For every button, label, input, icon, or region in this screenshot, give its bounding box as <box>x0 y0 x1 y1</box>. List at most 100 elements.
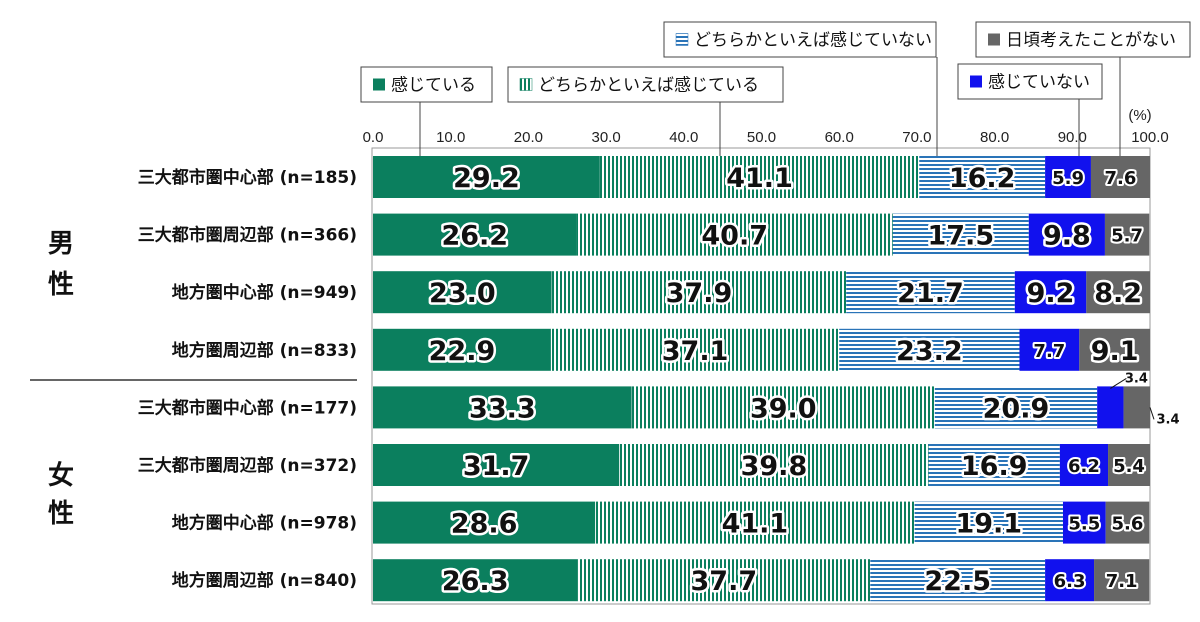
bar-segment <box>373 271 552 314</box>
bar-segment <box>846 271 1015 314</box>
data-label: 7.6 <box>1105 168 1137 189</box>
bar-segment <box>1045 559 1095 602</box>
data-label: 6.3 <box>1054 571 1086 592</box>
bar-segment <box>373 501 596 544</box>
bar-segment <box>1086 271 1150 314</box>
row-label: 三大都市圏中心部 (n=177) <box>138 397 357 418</box>
legend-item: 日頃考えたことがない <box>975 21 1191 157</box>
bar-segment <box>1123 386 1150 429</box>
data-label: 29.2 <box>453 163 520 194</box>
data-label: 5.9 <box>1052 168 1084 189</box>
legend-box <box>663 21 937 58</box>
data-label: 37.7 <box>691 566 758 597</box>
legend-label: 日頃考えたことがない <box>1006 31 1176 51</box>
x-tick-label: 30.0 <box>591 129 620 146</box>
legend-label: どちらかといえば感じている <box>538 76 759 96</box>
row-label: 地方圏中心部 (n=978) <box>172 513 357 534</box>
legend-swatch <box>373 78 385 91</box>
data-label: 7.7 <box>1033 341 1065 362</box>
bar-segment <box>1028 213 1105 256</box>
data-label: 21.7 <box>897 278 964 309</box>
bar-segment <box>550 328 840 371</box>
data-label: 22.5 <box>924 566 991 597</box>
bar-segment <box>631 386 935 429</box>
bar-segment <box>1079 328 1150 371</box>
bar-segment <box>551 271 847 314</box>
data-label: 3.4 <box>1125 371 1148 386</box>
legend-item: 感じていない <box>957 63 1103 157</box>
x-tick-label: 40.0 <box>669 129 698 146</box>
bar-segment <box>577 559 871 602</box>
bar-segment <box>1097 386 1124 429</box>
bar-segment <box>619 444 929 486</box>
bar-segment <box>928 444 1060 486</box>
bar-segment <box>1062 501 1106 544</box>
bar-row: 三大都市圏中心部 (n=185) 29.2 41.1 16.2 5.9 7.6 <box>138 156 1150 198</box>
legend-swatch <box>675 33 689 46</box>
data-label: 9.1 <box>1091 336 1139 367</box>
bar-segment <box>373 444 620 486</box>
group-label: 女性 <box>48 460 74 529</box>
data-label: 6.2 <box>1068 456 1100 477</box>
x-axis-ticks: 0.0 10.0 20.0 30.0 40.0 50.0 60.0 70.0 80.0 90.0 1… <box>363 129 1169 146</box>
bar-row: 三大都市圏周辺部 (n=372) 31.7 39.8 16.9 6.2 5.4 <box>138 444 1150 486</box>
x-tick-label: 70.0 <box>902 129 931 146</box>
data-label: 19.1 <box>955 509 1022 540</box>
data-label: 26.2 <box>441 221 508 252</box>
bar-row: 地方圏周辺部 (n=840) 26.3 37.7 22.5 6.3 7.1 <box>172 559 1150 602</box>
bar-segment <box>373 213 577 256</box>
x-tick-label: 50.0 <box>747 129 776 146</box>
bar-segment <box>373 328 551 371</box>
data-label: 8.2 <box>1094 278 1142 309</box>
bar-segment <box>1045 156 1091 198</box>
bar-segment <box>1104 213 1150 256</box>
bar-row: 地方圏中心部 (n=949) 23.0 37.9 21.7 9.2 8.2 <box>172 271 1150 314</box>
bar-segment <box>1094 559 1150 602</box>
bar-segment <box>599 156 920 198</box>
bar-segment <box>576 213 893 256</box>
data-label: 33.3 <box>469 393 536 424</box>
data-label: 7.1 <box>1106 571 1138 592</box>
data-label: 16.2 <box>949 163 1016 194</box>
bar-segment <box>1019 328 1080 371</box>
bar-row: 三大都市圏周辺部 (n=366) 26.2 40.7 17.5 9.8 5.7 <box>138 213 1150 256</box>
bar-segment <box>373 386 632 429</box>
data-label-leader <box>1149 407 1155 420</box>
legend-item: どちらかといえば感じていない <box>663 21 938 157</box>
row-label: 三大都市圏周辺部 (n=372) <box>138 455 357 476</box>
bar-row: 地方圏中心部 (n=978) 28.6 41.1 19.1 5.5 5.6 <box>172 501 1150 544</box>
data-label: 16.9 <box>961 451 1028 482</box>
x-tick-label: 10.0 <box>436 129 465 146</box>
legend-box <box>507 66 784 103</box>
group-label: 男性 <box>48 229 74 300</box>
legend-label: どちらかといえば感じていない <box>694 31 932 51</box>
legend-box <box>975 21 1191 58</box>
data-label: 40.7 <box>701 221 768 252</box>
legend-item: どちらかといえば感じている <box>507 66 784 157</box>
data-label-leader <box>1110 377 1127 389</box>
data-label: 31.7 <box>463 451 530 482</box>
bar-segment <box>934 386 1098 429</box>
bar-segment <box>1090 156 1150 198</box>
row-label: 地方圏周辺部 (n=840) <box>172 570 357 591</box>
bar-segment <box>1059 444 1109 486</box>
data-label: 17.5 <box>927 221 994 252</box>
data-label: 37.1 <box>662 336 729 367</box>
bar-rows: 三大都市圏中心部 (n=185) 29.2 41.1 16.2 5.9 7.6 三大都市圏周… <box>138 156 1180 602</box>
data-label: 41.1 <box>722 509 789 540</box>
legend-swatch <box>519 78 533 91</box>
bar-segment <box>1014 271 1087 314</box>
bar-segment <box>373 559 578 602</box>
data-label: 5.4 <box>1113 456 1145 477</box>
plot-frame <box>371 147 1151 605</box>
data-label: 5.6 <box>1112 514 1144 535</box>
data-label: 5.5 <box>1068 514 1100 535</box>
bar-segment <box>914 501 1063 544</box>
x-tick-label: 100.0 <box>1131 129 1169 146</box>
legend-label: 感じていない <box>988 73 1090 93</box>
legend-swatch <box>970 75 982 88</box>
unit-label: (%) <box>1128 107 1151 124</box>
